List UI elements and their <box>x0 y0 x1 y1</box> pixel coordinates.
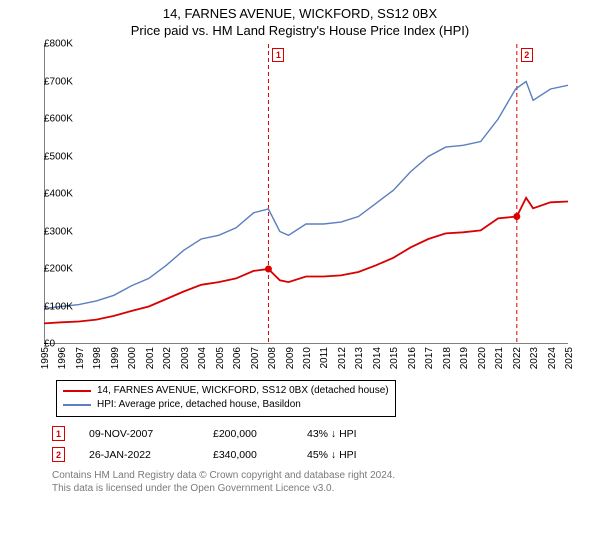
x-axis-label: 2006 <box>232 347 243 369</box>
x-axis-label: 2003 <box>180 347 191 369</box>
transaction-date: 26-JAN-2022 <box>89 449 189 461</box>
x-axis-label: 2007 <box>250 347 261 369</box>
x-axis-label: 2019 <box>459 347 470 369</box>
x-axis-label: 2022 <box>512 347 523 369</box>
page-title: 14, FARNES AVENUE, WICKFORD, SS12 0BX <box>0 0 600 21</box>
x-axis-label: 2009 <box>285 347 296 369</box>
x-axis-label: 1998 <box>92 347 103 369</box>
transaction-price: £200,000 <box>213 428 283 440</box>
legend-swatch <box>63 404 91 406</box>
transaction-row: 2 26-JAN-2022 £340,000 45% ↓ HPI <box>52 444 588 465</box>
legend-item: HPI: Average price, detached house, Basi… <box>63 398 389 412</box>
transaction-marker-icon: 1 <box>52 426 65 441</box>
x-axis-label: 2017 <box>424 347 435 369</box>
x-axis-label: 2001 <box>145 347 156 369</box>
series-property <box>44 198 568 324</box>
marker-label-1: 1 <box>272 48 284 62</box>
footer-line-1: Contains HM Land Registry data © Crown c… <box>52 469 588 482</box>
x-axis-label: 1996 <box>57 347 68 369</box>
x-axis-label: 2002 <box>162 347 173 369</box>
x-axis-label: 2012 <box>337 347 348 369</box>
chart-svg <box>44 44 568 344</box>
x-axis-label: 1995 <box>40 347 51 369</box>
chart-legend: 14, FARNES AVENUE, WICKFORD, SS12 0BX (d… <box>56 380 396 417</box>
transaction-date: 09-NOV-2007 <box>89 428 189 440</box>
x-axis-label: 2025 <box>564 347 575 369</box>
marker-label-2: 2 <box>521 48 533 62</box>
legend-swatch <box>63 390 91 392</box>
x-axis-label: 2011 <box>319 347 330 369</box>
marker-dot-2 <box>513 213 520 220</box>
x-axis-label: 2023 <box>529 347 540 369</box>
marker-dot-1 <box>265 266 272 273</box>
transaction-marker-icon: 2 <box>52 447 65 462</box>
transaction-table: 1 09-NOV-2007 £200,000 43% ↓ HPI 2 26-JAN-202… <box>52 423 588 465</box>
footer-attribution: Contains HM Land Registry data © Crown c… <box>52 469 588 495</box>
x-axis-label: 2004 <box>197 347 208 369</box>
x-axis-label: 2015 <box>389 347 400 369</box>
legend-label: 14, FARNES AVENUE, WICKFORD, SS12 0BX (d… <box>97 384 389 398</box>
legend-label: HPI: Average price, detached house, Basi… <box>97 398 301 412</box>
x-axis-label: 2018 <box>442 347 453 369</box>
series-hpi <box>44 82 568 309</box>
chart-plot-area <box>44 44 568 344</box>
transaction-hpi-diff: 45% ↓ HPI <box>307 449 387 461</box>
x-axis-label: 2013 <box>354 347 365 369</box>
transaction-hpi-diff: 43% ↓ HPI <box>307 428 387 440</box>
x-axis-label: 2008 <box>267 347 278 369</box>
page-subtitle: Price paid vs. HM Land Registry's House … <box>0 21 600 38</box>
line-chart: £0£100K£200K£300K£400K£500K£600K£700K£80… <box>44 44 568 344</box>
x-axis-label: 2016 <box>407 347 418 369</box>
legend-item: 14, FARNES AVENUE, WICKFORD, SS12 0BX (d… <box>63 384 389 398</box>
x-axis-label: 1999 <box>110 347 121 369</box>
transaction-price: £340,000 <box>213 449 283 461</box>
x-axis-label: 1997 <box>75 347 86 369</box>
x-axis-label: 2014 <box>372 347 383 369</box>
x-axis-label: 2010 <box>302 347 313 369</box>
x-axis-label: 2024 <box>547 347 558 369</box>
x-axis-label: 2005 <box>215 347 226 369</box>
footer-line-2: This data is licensed under the Open Gov… <box>52 482 588 495</box>
transaction-row: 1 09-NOV-2007 £200,000 43% ↓ HPI <box>52 423 588 444</box>
x-axis-label: 2020 <box>477 347 488 369</box>
x-axis-label: 2000 <box>127 347 138 369</box>
page: 14, FARNES AVENUE, WICKFORD, SS12 0BX Pr… <box>0 0 600 560</box>
x-axis-label: 2021 <box>494 347 505 369</box>
